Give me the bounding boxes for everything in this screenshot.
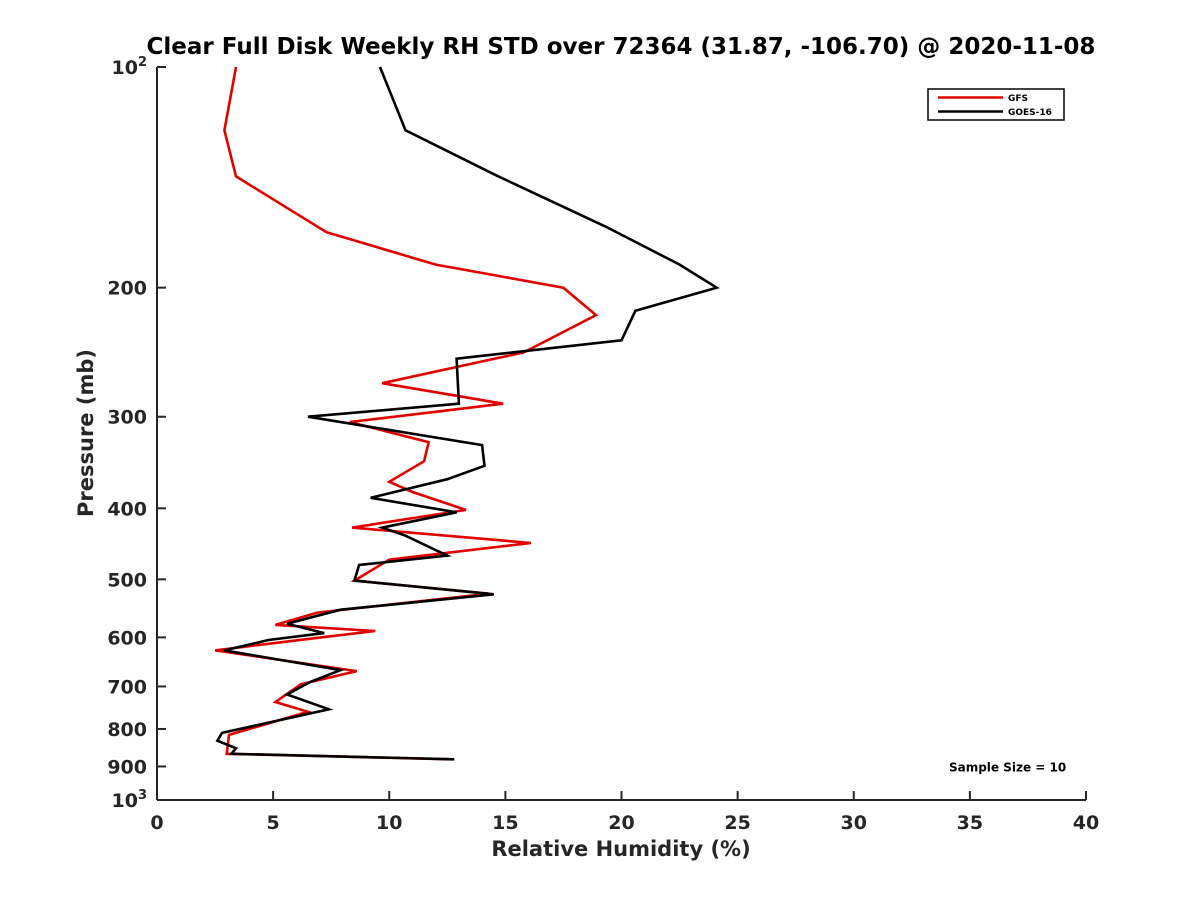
y-axis-label: Pressure (mb) [74, 349, 98, 517]
y-tick-label: 900 [107, 756, 147, 778]
x-tick-label: 30 [841, 812, 867, 834]
x-tick-label: 5 [267, 812, 280, 834]
x-ticks: 0 5 10 15 20 25 30 35 40 [150, 791, 1099, 834]
x-axis-label: Relative Humidity (%) [491, 837, 750, 861]
y-tick-label: 600 [107, 627, 147, 649]
legend-box [927, 88, 1065, 121]
x-tick-label: 40 [1073, 812, 1099, 834]
y-ticks: 102 200 300 400 500 600 700 800 900 103 [107, 55, 166, 812]
x-tick-label: 35 [957, 812, 983, 834]
series-line-gfs [214, 66, 599, 761]
x-tick-label: 15 [492, 812, 518, 834]
legend-label-goes16: GOES-16 [1008, 108, 1052, 118]
legend-label-gfs: GFS [1008, 94, 1028, 104]
sample-size-annotation: Sample Size = 10 [949, 760, 1066, 774]
x-tick-label: 10 [376, 812, 402, 834]
series-line-goes16 [215, 66, 720, 761]
y-tick-label: 103 [112, 788, 148, 812]
legend: GFS GOES-16 [927, 88, 1065, 121]
y-tick-label: 700 [107, 676, 147, 698]
x-tick-label: 25 [724, 812, 750, 834]
x-tick-label: 20 [608, 812, 634, 834]
x-tick-label: 0 [150, 812, 163, 834]
chart-title: Clear Full Disk Weekly RH STD over 72364… [147, 34, 1096, 60]
y-tick-label: 400 [107, 498, 147, 520]
series-layer [214, 66, 720, 761]
y-tick-label: 500 [107, 569, 147, 591]
y-tick-label: 300 [107, 407, 147, 429]
y-tick-label: 200 [107, 278, 147, 300]
y-tick-label: 102 [112, 55, 148, 79]
y-tick-label: 800 [107, 719, 147, 741]
